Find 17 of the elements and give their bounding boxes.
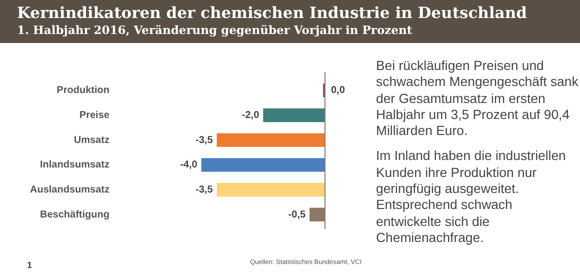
data-label: -3,5 (196, 134, 214, 146)
data-label: -4,0 (180, 160, 198, 171)
y-tick-label: Preise (79, 110, 110, 121)
y-tick-label: Umsatz (74, 134, 110, 146)
y-tick-label: Beschäftigung (40, 209, 110, 220)
data-label: -3,5 (196, 184, 214, 196)
chart-title: Kernindikatoren der chemischen Industrie in Deutschland (17, 3, 527, 22)
data-label: 0,0 (331, 85, 346, 96)
y-tick-label: Auslandsumsatz (30, 184, 110, 196)
chart-subtitle: 1. Halbjahr 2016, Veränderung gegenüber Vorjahr in Prozent (17, 23, 412, 37)
text: Bei rückläufigen Preisen und schwachem Mengengeschäft sank der Gesamtumsatz im ersten Halbjahr um 3,5 Prozent auf 90,4 Milliarden Euro. (376, 58, 580, 140)
text: Im Inland haben die industriellen Kunden ihre Produktion nur geringfügig ausgeweitet. Entsprechend schwach entwickelte sich die Chemienachfrage. (376, 148, 567, 246)
y-tick-label: Produktion (56, 85, 110, 96)
text: 1 (27, 260, 32, 270)
data-label: -0,5 (288, 209, 306, 220)
data-label: -2,0 (242, 110, 260, 121)
y-tick-label: Inlandsumsatz (40, 160, 110, 171)
